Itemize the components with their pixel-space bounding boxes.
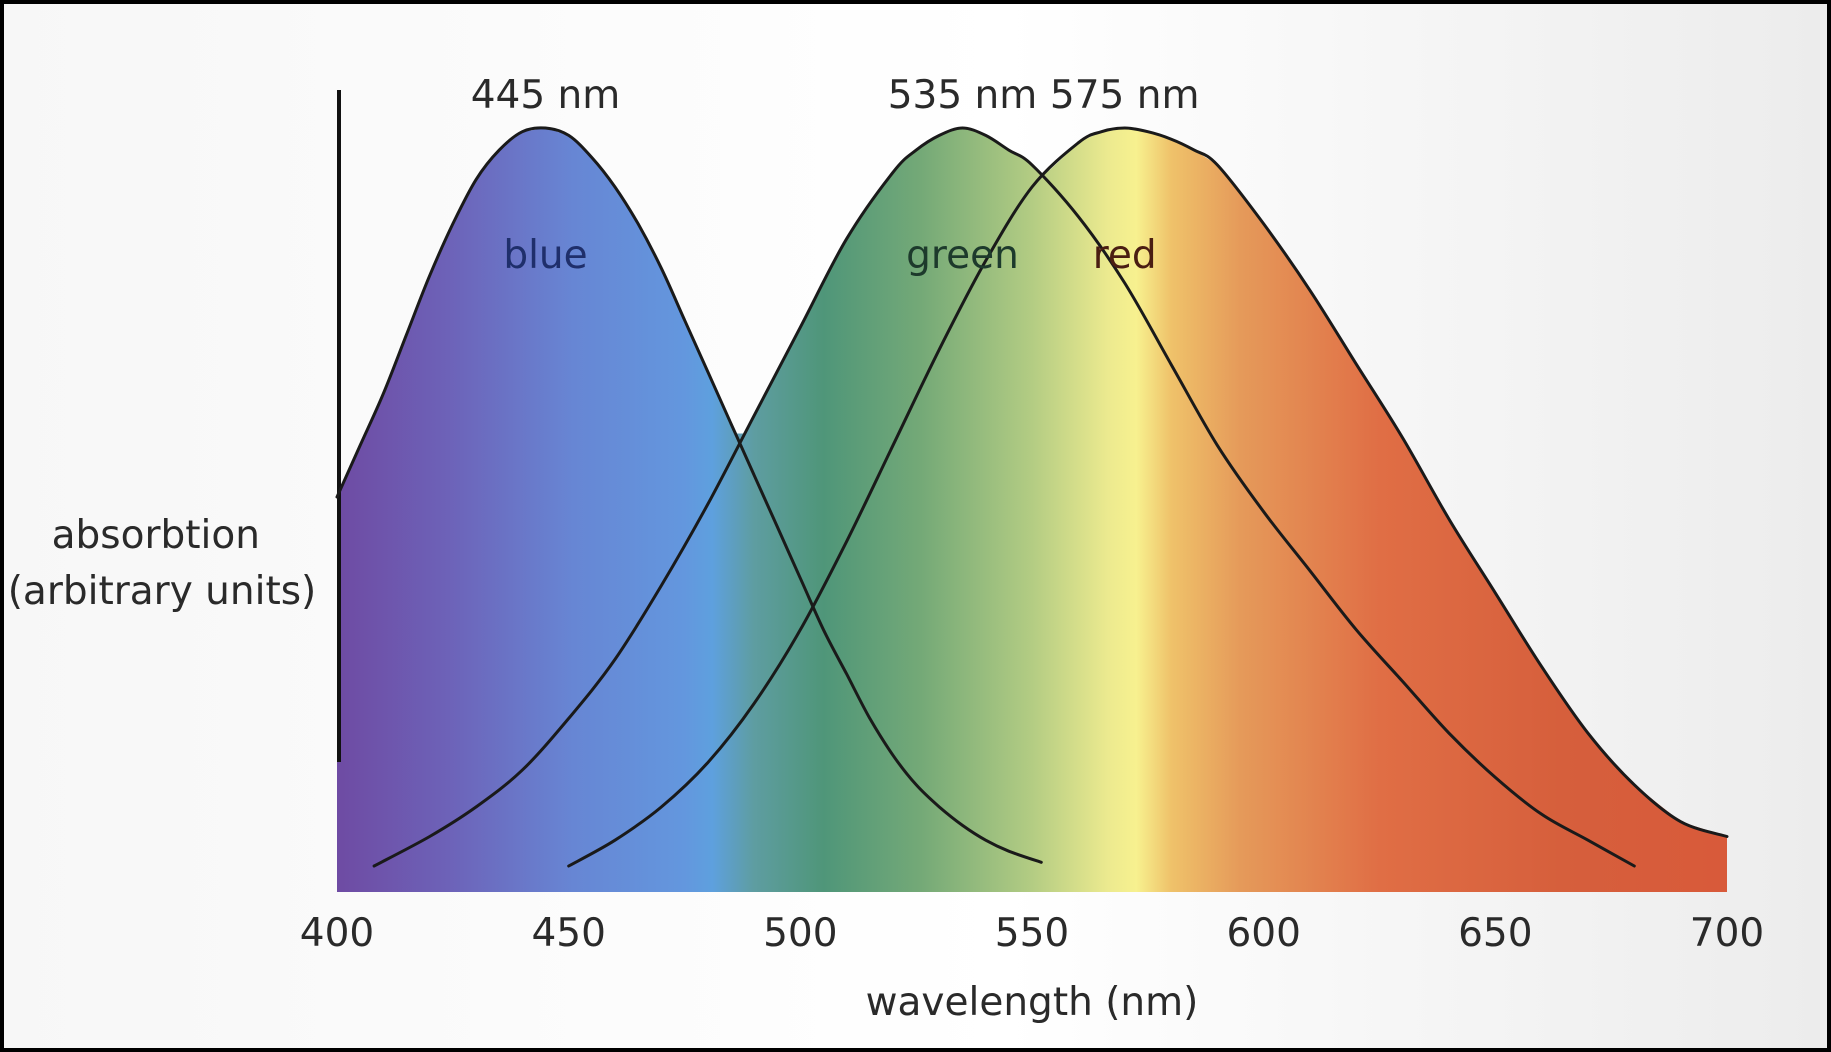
series-label-red: red [1093,233,1157,278]
peak-label-blue: 445 nm [471,73,621,118]
curves-group [335,126,1729,868]
x-tick-label-650: 650 [1458,911,1532,956]
curve-green [372,126,1636,868]
peak-label-red: 575 nm [1050,73,1200,118]
curve-red [567,126,1729,868]
x-tick-label-400: 400 [300,911,374,956]
series-label-green: green [906,233,1019,278]
peak-label-green: 535 nm [888,73,1038,118]
y-axis-title: absorbtion (arbitrary units) [8,513,317,614]
y-axis-title-line-1: absorbtion [52,513,260,558]
peak-labels-group: 445 nm 535 nm 575 nm [471,73,1200,118]
y-axis-title-line-2: (arbitrary units) [8,569,317,614]
x-tick-label-500: 500 [763,911,837,956]
x-tick-label-550: 550 [995,911,1069,956]
series-labels-group: blue green red [503,233,1156,278]
curve-blue [335,126,1043,864]
x-axis-title: wavelength (nm) [866,980,1199,1025]
x-tick-label-600: 600 [1226,911,1300,956]
series-label-blue: blue [503,233,587,278]
x-tick-label-700: 700 [1690,911,1764,956]
x-tick-labels: 400 450 500 550 600 650 700 [300,911,1764,956]
x-tick-label-450: 450 [531,911,605,956]
